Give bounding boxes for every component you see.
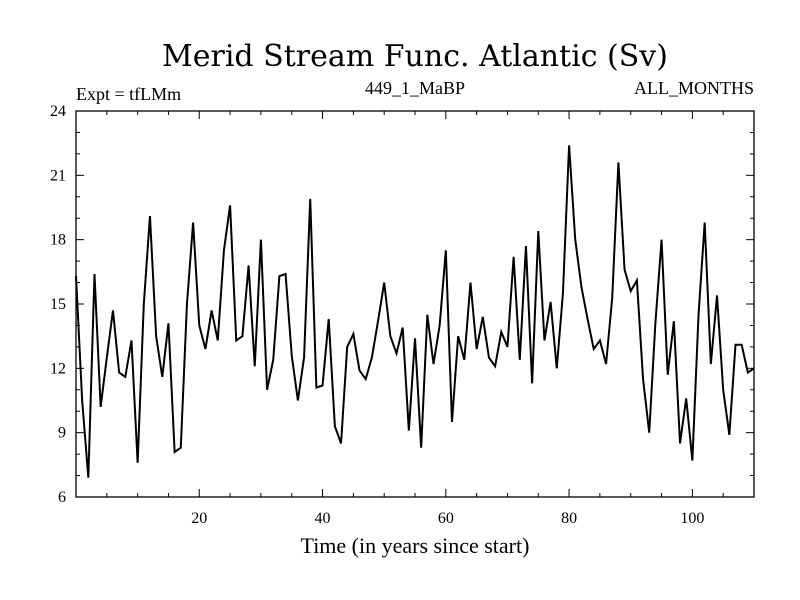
subtitle-right: ALL_MONTHS [634,78,754,98]
x-tick-label: 20 [191,510,207,527]
y-tick-label: 9 [58,425,66,442]
plot-area: 6 9 12 15 18 21 24 20 40 60 80 100 [50,103,755,527]
x-tick-label: 40 [315,510,331,527]
y-tick-label: 12 [50,360,66,377]
y-tick-label: 21 [50,167,66,184]
x-tick-label: 60 [438,510,454,527]
x-tick-label: 100 [680,510,704,527]
y-tick-label: 24 [50,103,66,120]
x-axis-label: Time (in years since start) [301,533,530,558]
chart-title: Merid Stream Func. Atlantic (Sv) [162,39,668,74]
subtitle-left: Expt = tfLMm [76,84,181,104]
x-tick-label: 80 [561,510,577,527]
y-tick-label: 15 [50,296,66,313]
subtitle-center: 449_1_MaBP [365,78,465,98]
y-tick-label: 18 [50,232,66,249]
y-tick-label: 6 [58,489,66,506]
series-line [75,145,755,478]
plot-frame [75,110,755,498]
